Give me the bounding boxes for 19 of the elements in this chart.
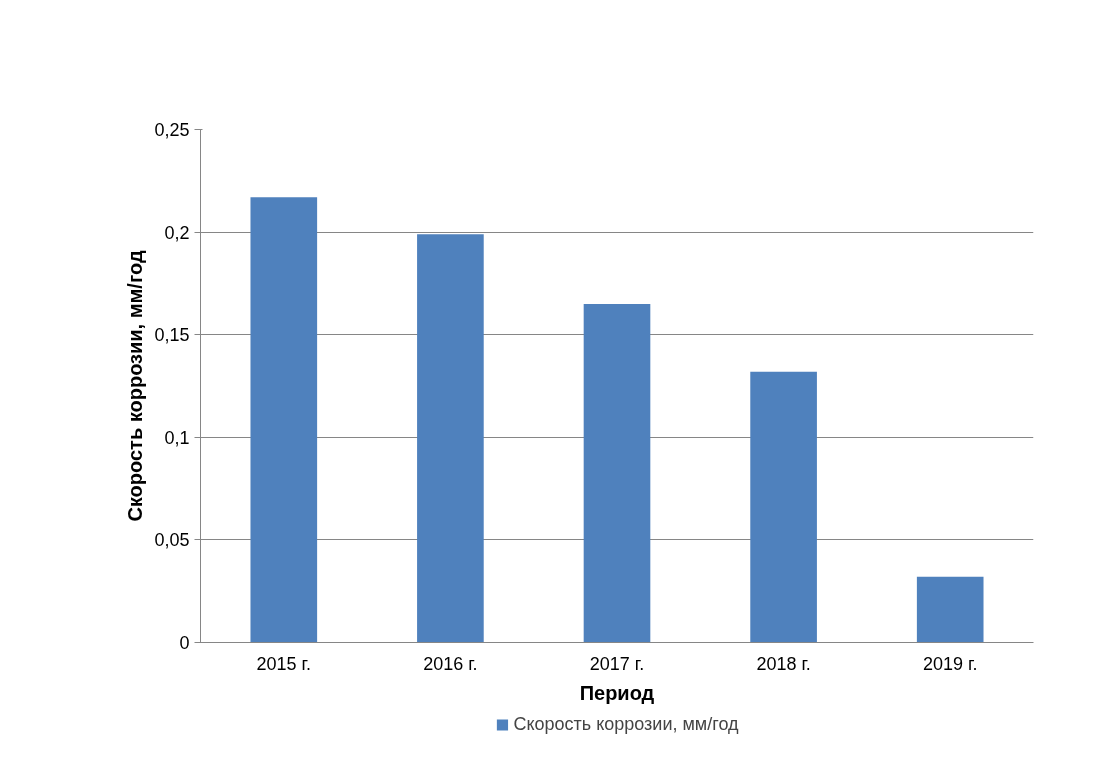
y-tick-label: 0,1 [164, 427, 190, 448]
y-tick-label: 0 [179, 633, 190, 653]
x-axis-title: Период [579, 681, 655, 704]
legend-label: Скорость коррозии, мм/год [513, 713, 739, 735]
x-tick-label: 2019 г. [922, 653, 978, 674]
bar [583, 303, 651, 643]
x-tick-label: 2017 г. [589, 653, 645, 674]
y-tick-label: 0,2 [164, 222, 190, 243]
x-tick-label: 2015 г. [256, 653, 312, 674]
y-tick-label: 0,15 [154, 325, 190, 346]
x-tick-label: 2016 г. [423, 653, 478, 674]
bar [750, 371, 817, 643]
x-tick-label: 2018 г. [756, 653, 811, 674]
bar [250, 197, 318, 643]
y-axis-title: Скорость коррозии, мм/год [124, 250, 147, 522]
bar [417, 234, 484, 643]
bar [916, 576, 984, 643]
y-tick-label: 0,05 [154, 530, 190, 551]
y-tick-label: 0,25 [154, 120, 190, 140]
